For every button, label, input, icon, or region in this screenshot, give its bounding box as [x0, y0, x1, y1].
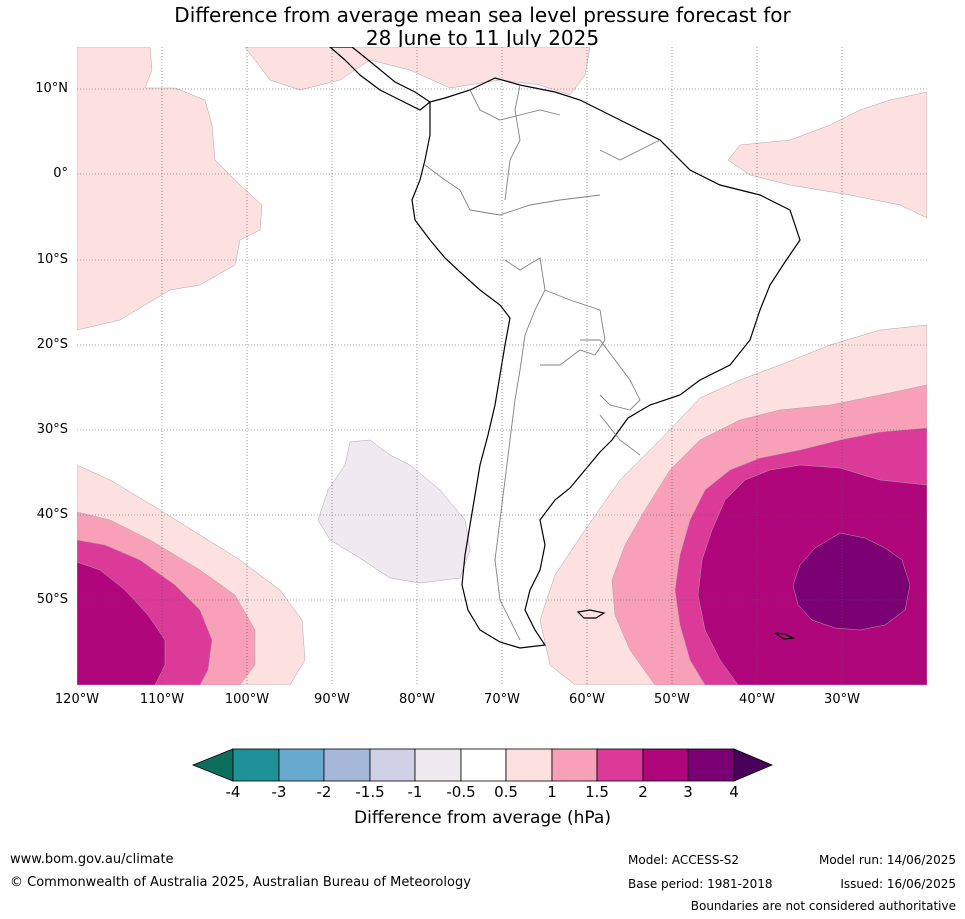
lon-label: 40°W [739, 692, 775, 707]
lon-label: 70°W [484, 692, 520, 707]
footer-copyright: © Commonwealth of Australia 2025, Austra… [10, 875, 471, 890]
lat-label: 10°N [35, 81, 68, 96]
lat-label: 40°S [36, 507, 68, 522]
colorbar [191, 748, 774, 782]
colorbar-segment [596, 748, 644, 782]
colorbar-tick-label: -0.5 [446, 783, 476, 801]
lat-label: 20°S [36, 337, 68, 352]
footer-issued: Issued: 16/06/2025 [840, 877, 956, 891]
colorbar-segment [460, 748, 507, 782]
lon-label: 30°W [824, 692, 860, 707]
footer-disclaimer: Boundaries are not considered authoritat… [690, 899, 956, 913]
anomaly-area-south-atlantic-4 [792, 532, 911, 631]
anomaly-area-south-pacific-3 [77, 561, 166, 685]
colorbar-segment [551, 748, 598, 782]
lat-label: 10°S [36, 252, 68, 267]
lon-label: 90°W [314, 692, 350, 707]
lon-label: 120°W [54, 692, 100, 707]
land [329, 47, 801, 649]
colorbar-segment [414, 748, 462, 782]
colorbar-tick-label: -1 [407, 783, 423, 801]
lat-label: 30°S [36, 422, 68, 437]
anomaly-area-northwest-pacific [77, 47, 263, 331]
map-frame [77, 47, 927, 685]
colorbar-segment [232, 748, 280, 782]
colorbar-segment [642, 748, 689, 782]
lon-label: 110°W [139, 692, 185, 707]
lon-label: 50°W [654, 692, 690, 707]
footer-model-run: Model run: 14/06/2025 [818, 853, 956, 867]
colorbar-extend-low [191, 748, 234, 782]
colorbar-tick-label: 3 [683, 783, 693, 801]
country-borders [424, 84, 661, 641]
anomaly-fields [77, 47, 927, 685]
chart-title: Difference from average mean sea level p… [0, 4, 965, 50]
anomaly-area-equatorial-atlantic [727, 91, 927, 219]
colorbar-tick-label: -3 [271, 783, 287, 801]
footer-model: Model: ACCESS-S2 [628, 853, 740, 867]
colorbar-tick-label: -4 [225, 783, 241, 801]
footer-url: www.bom.gov.au/climate [10, 852, 174, 867]
colorbar-segment [278, 748, 325, 782]
south-america-coastline [411, 77, 801, 649]
title-line-1: Difference from average mean sea level p… [174, 3, 791, 27]
colorbar-tick-label: 4 [729, 783, 739, 801]
colorbar-tick-label: 2 [638, 783, 648, 801]
colorbar-title: Difference from average (hPa) [354, 808, 611, 828]
graticule [77, 47, 927, 685]
lon-label: 100°W [224, 692, 270, 707]
colorbar-tick-label: 0.5 [494, 783, 518, 801]
colorbar-segment [323, 748, 371, 782]
colorbar-segment [505, 748, 553, 782]
colorbar-segment [687, 748, 735, 782]
colorbar-tick-label: -2 [316, 783, 332, 801]
anomaly-area-negative-southeast-pacific [317, 439, 471, 584]
colorbar-tick-label: -1.5 [355, 783, 385, 801]
colorbar-tick-label: 1 [547, 783, 557, 801]
lat-label: 50°S [36, 592, 68, 607]
lon-label: 60°W [569, 692, 605, 707]
central-america-coastline [329, 47, 432, 111]
lat-label: 0° [53, 166, 68, 181]
falkland-islands [576, 609, 606, 619]
colorbar-segment [369, 748, 416, 782]
anomaly-area-caribbean [244, 47, 591, 96]
colorbar-extend-high [733, 748, 774, 782]
lon-label: 80°W [399, 692, 435, 707]
footer-base-period: Base period: 1981-2018 [628, 877, 773, 891]
title-line-2: 28 June to 11 July 2025 [365, 26, 600, 50]
south-georgia [774, 632, 796, 640]
colorbar-tick-label: 1.5 [585, 783, 609, 801]
